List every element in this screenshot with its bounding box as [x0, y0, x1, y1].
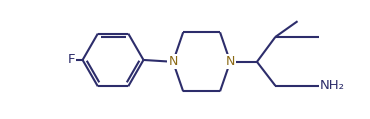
Text: NH₂: NH₂	[320, 79, 345, 92]
Text: F: F	[68, 53, 75, 66]
Text: N: N	[225, 55, 235, 68]
Text: N: N	[168, 55, 178, 68]
